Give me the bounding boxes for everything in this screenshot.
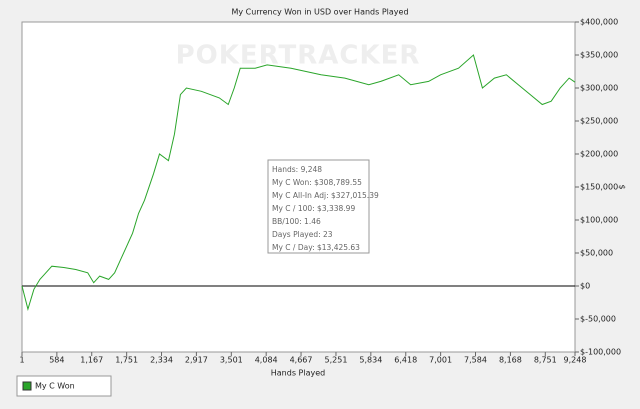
y-tick-label: $300,000 — [580, 84, 618, 93]
x-tick-label: 4,084 — [255, 356, 278, 365]
tooltip-line: Hands: 9,248 — [272, 165, 322, 174]
legend-swatch — [22, 381, 32, 391]
tooltip-line: BB/100: 1.46 — [272, 217, 321, 226]
y-tick-label: $400,000 — [580, 18, 618, 27]
x-tick-label: 1,167 — [80, 356, 103, 365]
x-tick-label: 2,917 — [185, 356, 208, 365]
x-axis-label: Hands Played — [271, 369, 325, 378]
y-tick-label: $100,000 — [580, 216, 618, 225]
tooltip-line: My C / Day: $13,425.63 — [272, 243, 360, 252]
tooltip-line: My C Won: $308,789.55 — [272, 178, 362, 187]
x-tick-label: 5,251 — [325, 356, 348, 365]
tooltip-box — [267, 159, 370, 254]
y-tick-label: $350,000 — [580, 51, 618, 60]
x-tick-label: 1 — [19, 356, 24, 365]
y-tick-label: $250,000 — [580, 117, 618, 126]
x-tick-label: 2,334 — [150, 356, 173, 365]
x-tick-label: 8,751 — [534, 356, 557, 365]
x-tick-label: 5,834 — [359, 356, 382, 365]
x-tick-label: 6,418 — [394, 356, 417, 365]
x-tick-label: 4,667 — [290, 356, 313, 365]
tooltip-line: My C / 100: $3,338.99 — [272, 204, 355, 213]
x-tick-label: 7,001 — [429, 356, 452, 365]
x-tick-label: 584 — [49, 356, 64, 365]
x-tick-label: 1,751 — [115, 356, 138, 365]
series-line — [21, 54, 576, 311]
x-tick-label: 7,584 — [464, 356, 487, 365]
y-axis-label: $ — [618, 184, 627, 189]
y-tick-label: $150,000 — [580, 183, 618, 192]
chart-title: My Currency Won in USD over Hands Played — [231, 8, 408, 17]
y-tick-label: $-100,000 — [580, 348, 621, 357]
y-tick-label: $0 — [580, 282, 590, 291]
x-tick-label: 8,168 — [499, 356, 522, 365]
tooltip: Hands: 9,248 My C Won: $308,789.55 My C Al… — [267, 159, 379, 254]
tooltip-line: Days Played: 23 — [272, 230, 333, 239]
tooltip-line: My C All-In Adj: $327,015.39 — [272, 191, 379, 200]
legend — [16, 375, 112, 397]
y-tick-label: $200,000 — [580, 150, 618, 159]
watermark: POKERTRACKER — [176, 41, 421, 71]
y-tick-label: $50,000 — [580, 249, 613, 258]
x-tick-label: 3,501 — [220, 356, 243, 365]
x-tick-label: 9,248 — [564, 356, 587, 365]
legend-label: My C Won — [35, 382, 75, 391]
y-tick-label: $-50,000 — [580, 315, 616, 324]
